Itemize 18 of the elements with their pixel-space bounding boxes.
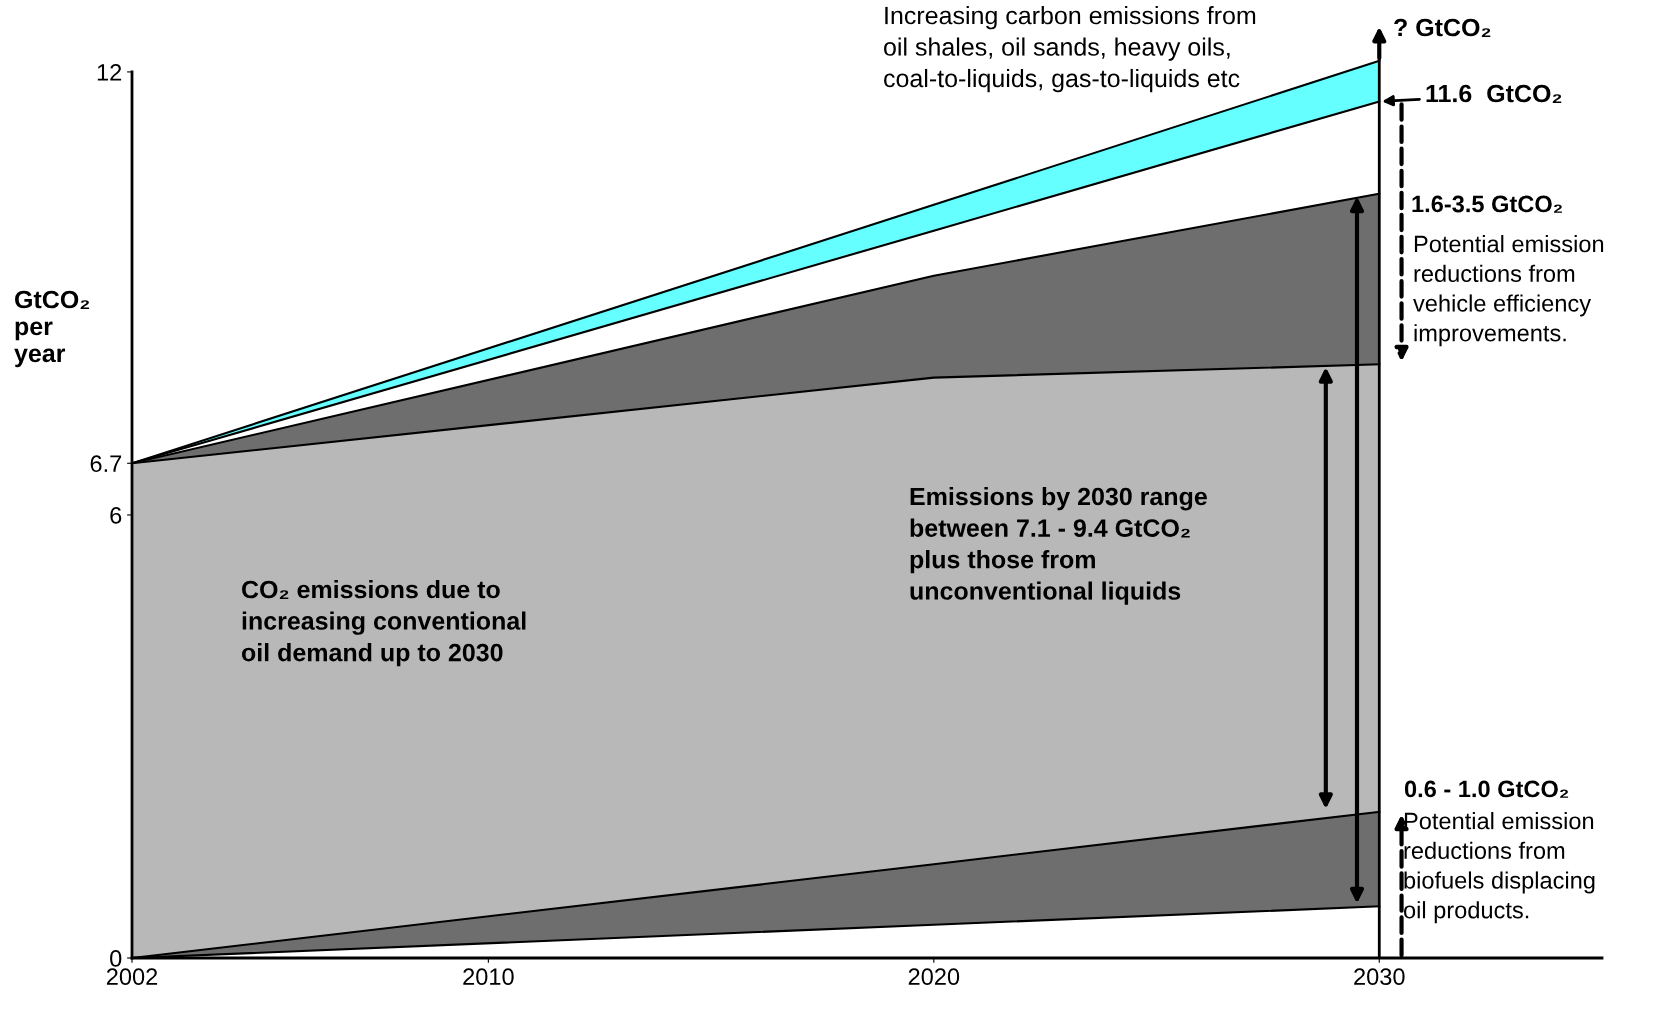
annotation: Potential emission reductions from biofuels displacing oil products. <box>1403 812 1595 924</box>
annotation: 0.6 - 1.0 GtCO₂ <box>1404 780 1569 798</box>
y-tick-label: 6 <box>110 507 122 524</box>
y-tick-label: 12 <box>97 63 122 81</box>
annotation: Increasing carbon emissions from oil shales, oil sands, heavy oils, coal-to-liquids, gas-to-liquids etc <box>884 6 1256 93</box>
annotation: CO₂ emissions due to increasing conventional oil demand up to 2030 <box>241 580 526 667</box>
annotation: Potential emission reductions from vehicle efficiency improvements. <box>1413 235 1604 347</box>
annotation: ? GtCO₂ <box>1394 18 1491 37</box>
x-tick-label: 2020 <box>908 968 960 986</box>
x-tick-label: 2030 <box>1354 968 1405 986</box>
y-tick-label: 0 <box>110 950 122 967</box>
annotation: Emissions by 2030 range between 7.1 - 9.4 GtCO₂ plus those from unconventional liquids <box>910 487 1207 605</box>
annotation: 11.6 GtCO₂ <box>1426 84 1562 103</box>
y-axis-title: GtCO₂ per year <box>14 290 90 368</box>
x-tick-label: 2002 <box>106 968 158 986</box>
annotation: 1.6-3.5 GtCO₂ <box>1412 195 1562 213</box>
x-tick-label: 2010 <box>463 968 514 986</box>
y-tick-label: 6.7 <box>90 455 122 473</box>
